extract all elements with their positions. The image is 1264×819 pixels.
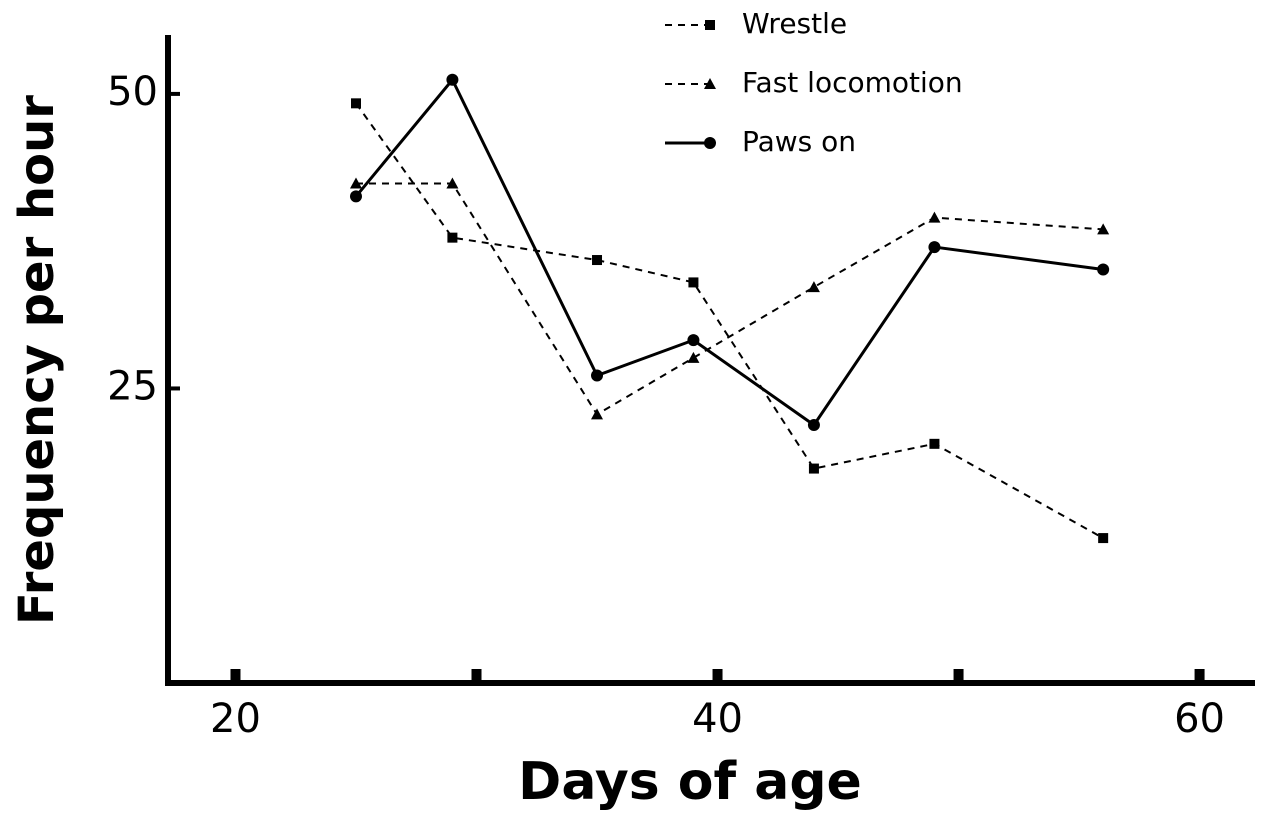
legend-label: Paws on [742,125,856,158]
x-tick-label: 40 [692,696,743,742]
x-minor-tick [953,669,964,683]
marker [349,177,362,189]
marker [688,277,699,288]
x-axis-label: Days of age [518,752,862,812]
marker [704,78,716,89]
marker [447,232,458,243]
marker [687,334,700,347]
marker [928,211,941,223]
marker [807,418,820,431]
marker [349,190,362,203]
x-minor-tick [471,669,482,683]
legend-label: Wrestle [742,7,847,40]
marker [1097,223,1110,235]
marker [705,20,715,30]
marker [446,177,459,189]
y-tick-label: 50 [107,69,158,115]
marker [808,463,819,474]
x-tick [712,669,723,683]
marker [591,408,604,420]
x-tick [230,669,241,683]
x-tick-label: 60 [1174,696,1225,742]
y-tick-label: 25 [107,363,158,409]
marker [592,255,603,266]
marker [704,137,716,149]
marker [928,241,941,254]
marker [591,369,604,382]
marker [350,98,361,109]
series-line [354,77,1104,428]
marker [807,281,820,293]
marker [687,351,700,363]
legend-label: Fast locomotion [742,66,963,99]
x-tick-label: 20 [210,696,261,742]
series-line [355,182,1104,416]
marker [1097,263,1110,276]
x-tick [1194,669,1205,683]
y-axis-label: Frequency per hour [9,95,65,625]
series-line [355,102,1104,539]
marker [1098,533,1109,544]
marker [446,73,459,86]
marker [929,438,940,449]
